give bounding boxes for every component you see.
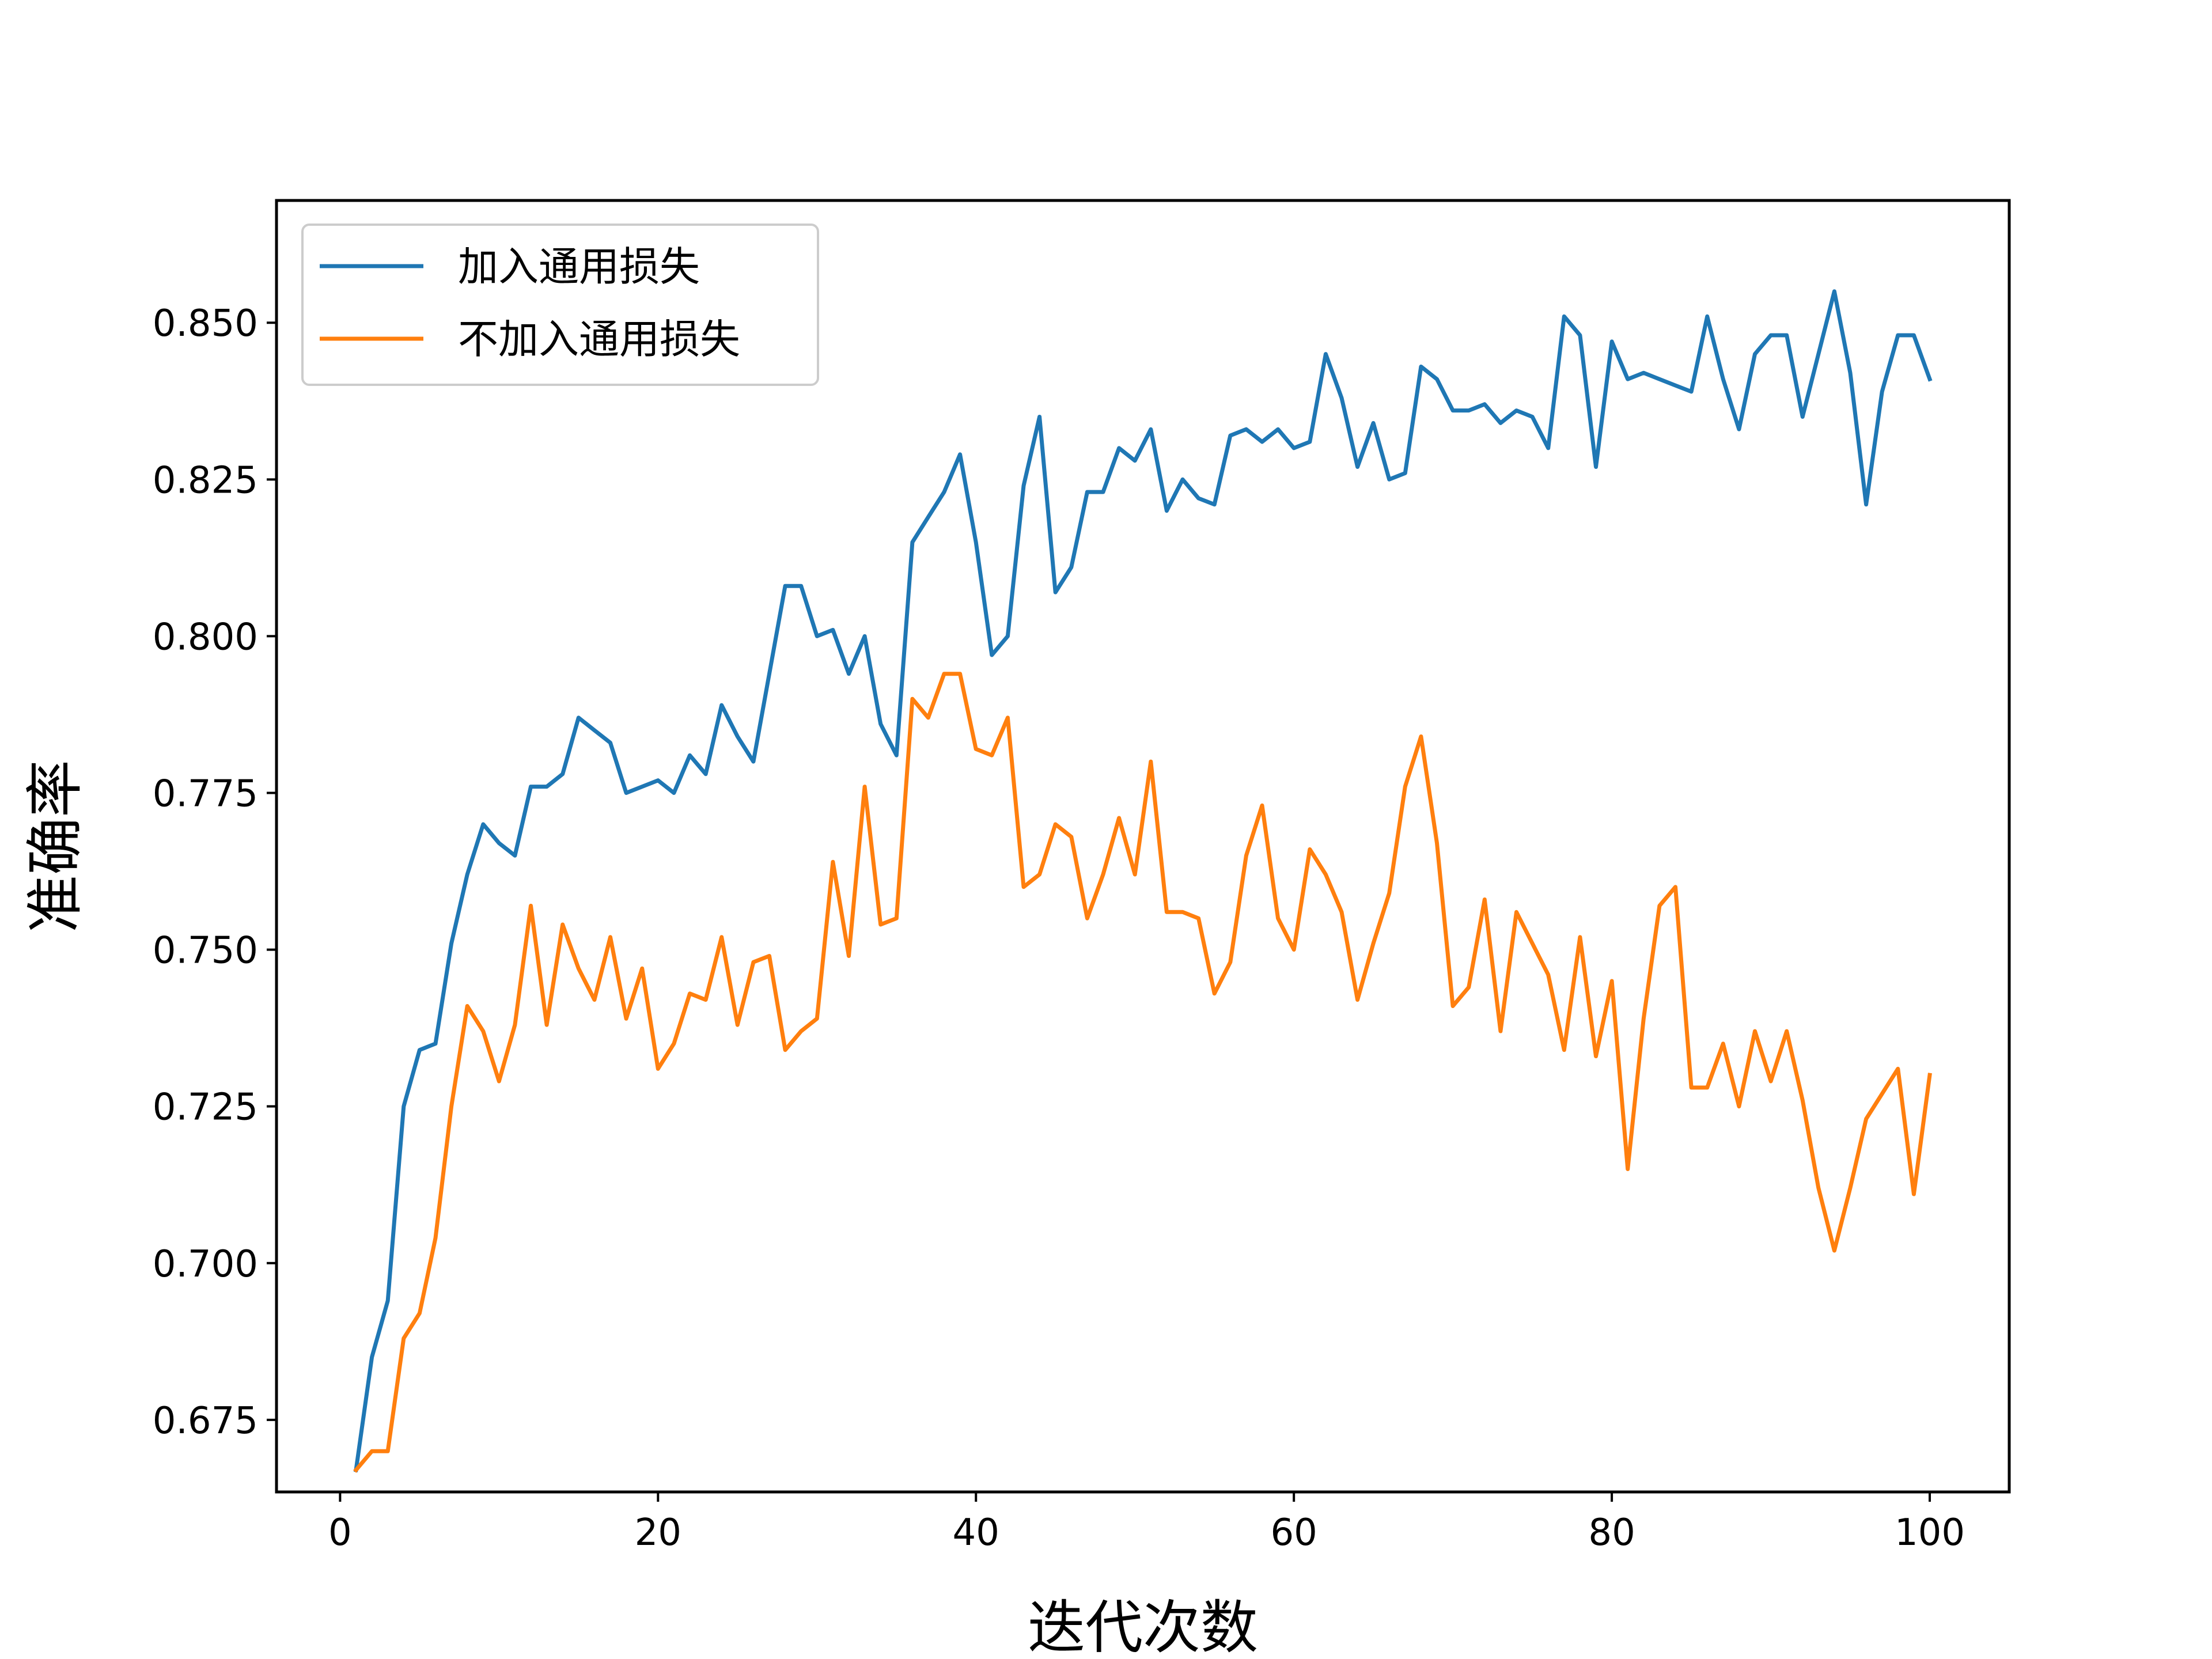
- plot-frame: [275, 199, 2011, 1494]
- y-axis-title: 准确率: [21, 760, 89, 933]
- y-tick-label: 0.800: [153, 616, 258, 658]
- x-tick-label: 0: [328, 1512, 352, 1554]
- x-axis-title: 迭代次数: [1028, 1594, 1258, 1659]
- legend-frame: [301, 224, 819, 386]
- x-axis-ticks: 0 20 40 60 80 100: [328, 1492, 1965, 1554]
- series-layer: [353, 289, 1933, 1473]
- y-tick-label: 0.675: [153, 1400, 258, 1442]
- y-tick-label: 0.700: [153, 1243, 258, 1286]
- x-tick-label: 100: [1895, 1512, 1965, 1554]
- x-tick-label: 60: [1270, 1512, 1317, 1554]
- legend: 加入通用损失 不加入通用损失: [301, 224, 819, 386]
- y-tick-label: 0.775: [153, 772, 258, 815]
- y-tick-label: 0.750: [153, 930, 258, 972]
- y-tick-label: 0.725: [153, 1086, 258, 1129]
- legend-label-1: 不加入通用损失: [458, 316, 740, 363]
- series-line-1: [353, 672, 1932, 1473]
- series-line-0: [354, 289, 1933, 1472]
- x-tick-label: 40: [953, 1512, 999, 1554]
- y-tick-label: 0.850: [153, 302, 258, 345]
- x-tick-label: 20: [635, 1512, 681, 1554]
- legend-label-0: 加入通用损失: [458, 243, 700, 290]
- x-tick-label: 80: [1588, 1512, 1635, 1554]
- y-tick-label: 0.825: [153, 459, 258, 502]
- y-axis-ticks: 0.675 0.700 0.725 0.750 0.775 0.800 0.825 0.850: [153, 302, 276, 1442]
